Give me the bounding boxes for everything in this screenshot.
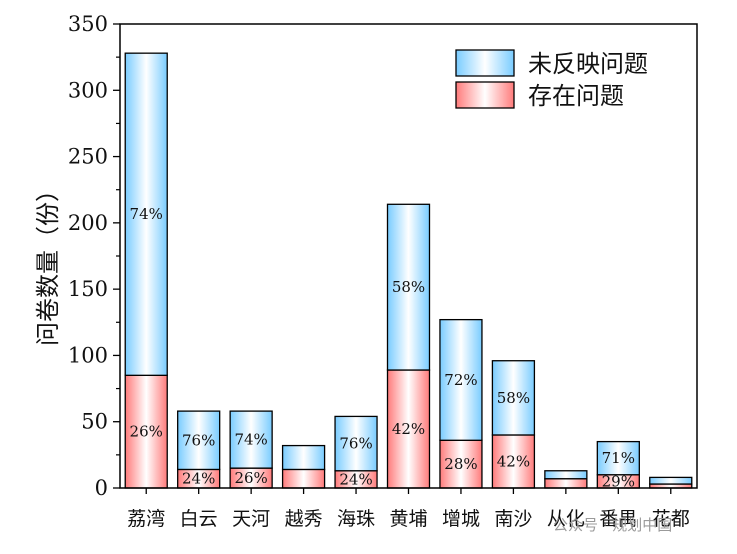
y-tick-label: 250 [68, 145, 108, 169]
x-tick-label: 增城 [442, 508, 480, 530]
bars-group: 26% 74% 24% 76% 26% 74% 24% 76% 42% 58% 28% 72% 42% 5… [124, 52, 693, 490]
bar-no-problem-6 [439, 318, 483, 441]
data-label: 42% [497, 452, 530, 470]
watermark-text: 公众号 · 规划中国 [553, 516, 672, 534]
y-tick-label: 0 [95, 476, 108, 500]
x-tick-label: 番禺 [599, 508, 637, 530]
legend-label: 未反映问题 [528, 50, 648, 78]
data-label: 76% [339, 435, 372, 453]
bar-problem-3 [281, 468, 326, 489]
x-tick-label: 越秀 [285, 508, 323, 530]
y-tick-label: 100 [68, 343, 108, 367]
x-tick-label: 从化 [547, 508, 585, 530]
y-tick-label: 150 [68, 277, 108, 301]
bar-no-problem-4 [334, 415, 378, 472]
bar-no-problem-1 [177, 410, 221, 471]
bar-no-problem-5 [386, 203, 431, 371]
legend-swatch-problem [455, 81, 515, 109]
bar-problem-8 [544, 478, 588, 489]
data-label: 58% [392, 278, 425, 296]
data-label: 71% [602, 449, 635, 467]
bar-no-problem-0 [124, 52, 168, 376]
x-tick-label: 花都 [652, 508, 690, 530]
data-label: 26% [234, 469, 267, 487]
x-tick-label: 南沙 [494, 508, 532, 530]
data-label: 42% [392, 420, 425, 438]
axes-group: 荔湾 白云 天河 越秀 海珠 黄埔 增城 南沙 从化 番禺 花都 0 50 100 150 200 250 300… [68, 12, 698, 530]
x-tick-label: 白云 [180, 508, 218, 530]
data-label: 76% [182, 431, 215, 449]
data-label: 28% [444, 455, 477, 473]
y-tick-label: 50 [81, 410, 108, 434]
data-label: 72% [444, 371, 477, 389]
bar-problem-6 [439, 439, 483, 489]
bar-no-problem-7 [491, 360, 536, 436]
x-tick-label: 天河 [232, 508, 270, 530]
y-tick-label: 200 [68, 211, 108, 235]
bar-problem-5 [386, 369, 431, 489]
data-label: 58% [497, 389, 530, 407]
y-tick-label: 350 [68, 12, 108, 36]
bar-no-problem-9 [596, 440, 640, 476]
data-label: 74% [130, 205, 163, 223]
y-axis-label: 问卷数量（份） [34, 178, 62, 346]
legend-swatch-no-problem [455, 49, 515, 77]
bar-no-problem-2 [229, 410, 273, 469]
y-tick-label: 300 [68, 78, 108, 102]
data-label: 26% [130, 423, 163, 441]
x-tick-label: 荔湾 [127, 508, 165, 530]
legend-label: 存在问题 [528, 82, 624, 110]
bar-no-problem-3 [281, 444, 326, 471]
data-label: 29% [602, 472, 635, 490]
data-label: 24% [339, 470, 372, 488]
bar-no-problem-8 [544, 470, 588, 480]
data-label: 74% [234, 431, 267, 449]
bar-problem-0 [124, 374, 168, 489]
data-label: 24% [182, 470, 215, 488]
bar-no-problem-10 [649, 476, 693, 485]
x-tick-label: 海珠 [337, 508, 375, 530]
x-tick-label: 黄埔 [389, 508, 427, 530]
